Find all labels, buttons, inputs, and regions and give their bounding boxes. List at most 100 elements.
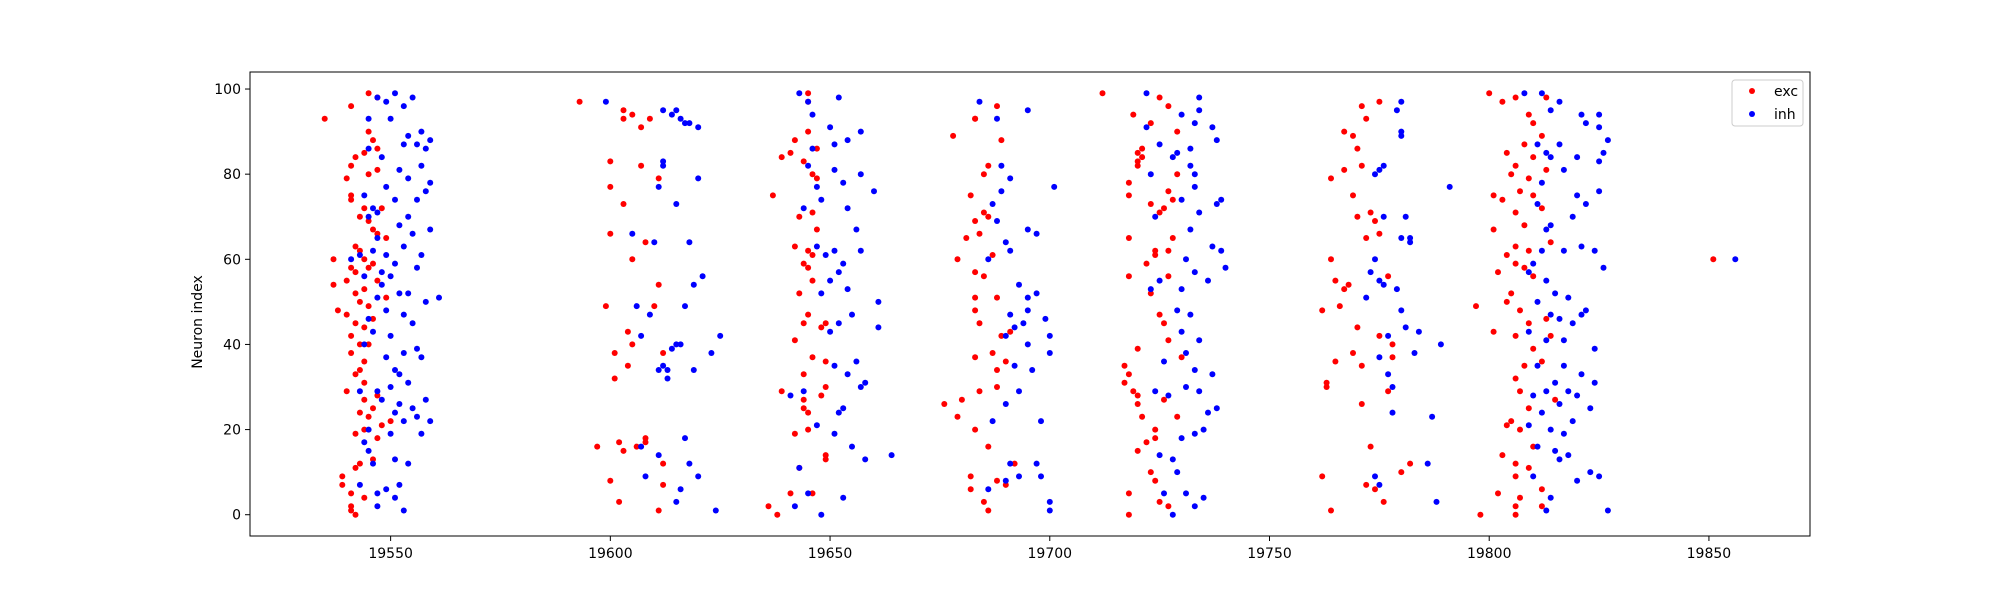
spike-inh-75 [418, 128, 425, 135]
spike-inh-241 [1178, 196, 1185, 203]
spike-inh-148 [827, 124, 834, 131]
spike-inh-135 [800, 388, 807, 395]
spike-inh-356 [1569, 213, 1576, 220]
spike-inh-265 [1200, 426, 1207, 433]
spike-exc-246 [1323, 384, 1330, 390]
spike-exc-320 [1521, 264, 1528, 271]
spike-exc-225 [1156, 209, 1163, 216]
spike-inh-341 [1552, 379, 1559, 386]
spike-exc-176 [985, 443, 992, 450]
spike-inh-378 [1596, 188, 1603, 195]
spike-inh-92 [638, 332, 645, 339]
spike-exc-192 [1121, 379, 1128, 386]
spike-exc-144 [818, 392, 825, 399]
spike-inh-334 [1547, 107, 1554, 114]
spike-exc-41 [361, 358, 368, 365]
spike-inh-79 [418, 430, 425, 437]
spike-inh-86 [427, 226, 434, 233]
spike-inh-257 [1191, 367, 1198, 373]
spike-inh-384 [1732, 256, 1739, 263]
spike-exc-155 [963, 235, 970, 241]
spike-exc-11 [348, 192, 355, 199]
spike-inh-129 [717, 332, 724, 339]
spike-exc-105 [660, 481, 667, 488]
spike-exc-131 [805, 426, 812, 433]
spike-exc-344 [1552, 396, 1559, 403]
spike-inh-240 [1178, 111, 1185, 118]
spike-inh-236 [1169, 511, 1176, 518]
spike-inh-354 [1565, 388, 1572, 395]
spike-exc-94 [638, 162, 645, 169]
spike-inh-146 [818, 511, 825, 518]
spike-inh-162 [840, 405, 847, 412]
spike-exc-255 [1341, 166, 1348, 173]
spike-exc-14 [348, 332, 355, 339]
spike-inh-224 [1147, 171, 1154, 178]
spike-exc-15 [348, 350, 355, 356]
spike-inh-65 [405, 460, 412, 467]
y-axis: 0 20 40 60 80 100 [214, 82, 250, 524]
spike-exc-221 [1152, 426, 1159, 433]
spike-inh-227 [1152, 388, 1159, 395]
spike-inh-28 [378, 396, 385, 403]
spike-inh-366 [1578, 371, 1585, 378]
spike-exc-189 [1007, 328, 1014, 335]
spike-exc-33 [356, 367, 363, 373]
spike-inh-183 [985, 256, 992, 263]
spike-inh-71 [414, 196, 420, 203]
spike-inh-22 [374, 388, 381, 395]
spike-exc-137 [809, 277, 816, 284]
spike-inh-180 [875, 324, 882, 331]
spike-exc-28 [352, 511, 359, 518]
x-tick-label-5: 19800 [1467, 546, 1512, 562]
spike-inh-347 [1556, 456, 1563, 463]
spike-exc-245 [1323, 379, 1330, 386]
spike-inh-237 [1174, 149, 1181, 156]
spike-exc-289 [1490, 328, 1497, 335]
spike-inh-163 [840, 494, 847, 501]
spike-inh-54 [400, 141, 407, 148]
spike-inh-338 [1547, 426, 1554, 433]
spike-exc-183 [994, 367, 1000, 373]
spike-exc-78 [607, 477, 614, 484]
spike-inh-74 [414, 413, 420, 420]
spike-exc-309 [1512, 460, 1519, 467]
spike-exc-335 [1538, 205, 1545, 212]
spike-exc-214 [1143, 439, 1150, 446]
spike-inh-174 [857, 247, 864, 254]
spike-inh-18 [374, 94, 381, 101]
spike-inh-21 [374, 294, 381, 301]
spike-inh-286 [1376, 481, 1383, 488]
spike-inh-157 [835, 269, 842, 276]
spike-inh-24 [374, 503, 381, 510]
spike-exc-327 [1525, 464, 1532, 471]
spike-inh-251 [1187, 226, 1194, 233]
spike-exc-341 [1543, 315, 1550, 322]
spike-inh-169 [849, 443, 855, 450]
spike-exc-161 [972, 269, 979, 276]
spike-exc-96 [642, 439, 649, 446]
spike-exc-134 [809, 171, 816, 178]
spike-inh-309 [1433, 498, 1440, 505]
spike-inh-364 [1578, 243, 1585, 250]
spike-exc-90 [629, 341, 636, 348]
spike-exc-81 [616, 439, 623, 446]
spike-inh-193 [1002, 401, 1009, 407]
spike-inh-382 [1604, 137, 1611, 144]
spike-exc-35 [356, 460, 363, 467]
spike-inh-17 [370, 460, 376, 467]
spike-inh-116 [682, 303, 688, 310]
spike-exc-191 [1099, 90, 1106, 97]
spike-inh-358 [1569, 418, 1576, 425]
spike-exc-215 [1147, 120, 1154, 127]
spike-inh-340 [1552, 290, 1559, 297]
spike-inh-178 [871, 188, 877, 195]
spike-exc-332 [1530, 345, 1537, 352]
spike-inh-234 [1169, 154, 1176, 161]
spike-inh-262 [1196, 209, 1203, 216]
spike-inh-202 [1016, 388, 1022, 395]
spike-inh-325 [1538, 179, 1545, 186]
spike-exc-32 [356, 341, 363, 348]
spike-inh-118 [686, 120, 693, 127]
spike-exc-111 [787, 149, 794, 156]
